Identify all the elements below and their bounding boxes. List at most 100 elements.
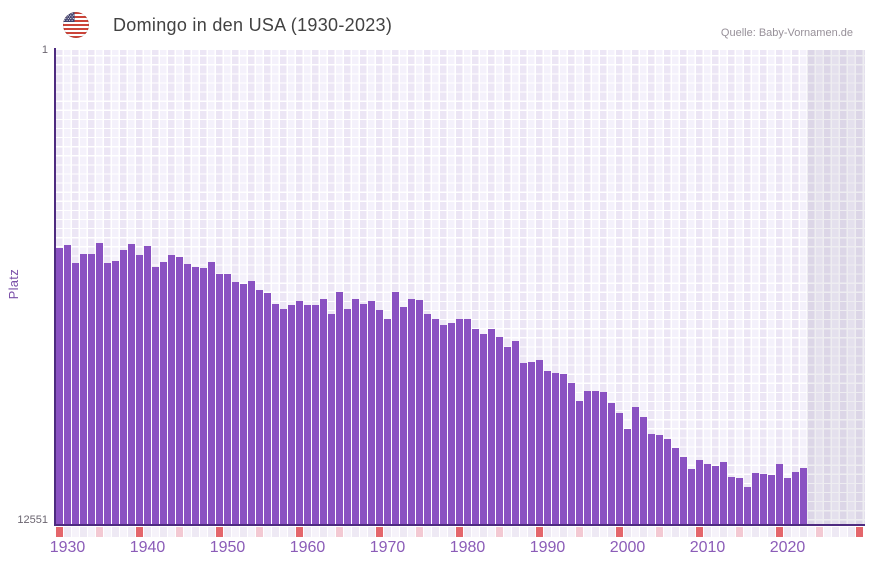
bar-1933[interactable] [80,254,87,524]
bar-1985[interactable] [496,336,503,524]
bar-1988[interactable] [520,362,527,524]
bar-1997[interactable] [592,390,599,524]
bar-2008[interactable] [680,456,687,524]
bar-2023[interactable] [800,467,807,524]
bar-2019[interactable] [768,474,775,524]
bar-1959[interactable] [288,304,295,524]
bar-1957[interactable] [272,303,279,524]
bar-2022[interactable] [792,471,799,524]
bar-1989[interactable] [528,361,535,524]
bar-1984[interactable] [488,328,495,524]
bar-2016[interactable] [744,486,751,524]
bar-1974[interactable] [408,298,415,524]
bar-1943[interactable] [160,262,167,524]
bar-1940[interactable] [136,255,143,524]
bar-1932[interactable] [72,263,79,524]
bar-2011[interactable] [704,463,711,524]
bar-2006[interactable] [664,438,671,524]
bar-1977[interactable] [432,318,439,524]
bar-1966[interactable] [344,308,351,524]
bar-1962[interactable] [312,304,319,524]
bar-2004[interactable] [648,433,655,524]
bar-1936[interactable] [104,263,111,524]
bar-1935[interactable] [96,243,103,524]
bar-2012[interactable] [712,465,719,524]
bar-1987[interactable] [512,340,519,524]
bar-1951[interactable] [224,274,231,524]
bar-1955[interactable] [256,289,263,524]
tick-cell-1991 [544,527,551,537]
bar-1992[interactable] [552,372,559,524]
bar-1960[interactable] [296,300,303,524]
bar-1958[interactable] [280,308,287,524]
bar-2013[interactable] [720,461,727,524]
tick-cell-2011 [704,527,711,537]
bar-1939[interactable] [128,244,135,524]
bar-1986[interactable] [504,346,511,524]
bar-1963[interactable] [320,298,327,524]
bar-2003[interactable] [640,416,647,524]
bar-1994[interactable] [568,382,575,524]
bar-2014[interactable] [728,476,735,524]
bar-1970[interactable] [376,309,383,524]
bar-1976[interactable] [424,313,431,524]
tick-cell-2028 [840,527,847,537]
bar-1969[interactable] [368,300,375,524]
bar-1978[interactable] [440,324,447,524]
bar-2020[interactable] [776,463,783,524]
bar-2007[interactable] [672,447,679,524]
bar-1947[interactable] [192,267,199,524]
bar-1950[interactable] [216,274,223,524]
tick-cell-1974 [408,527,415,537]
bar-2002[interactable] [632,406,639,524]
bar-2015[interactable] [736,477,743,524]
bar-1937[interactable] [112,261,119,524]
bar-2021[interactable] [784,477,791,524]
bar-1980[interactable] [456,318,463,524]
bar-2017[interactable] [752,472,759,524]
bar-1995[interactable] [576,400,583,524]
bar-1993[interactable] [560,373,567,524]
bar-1938[interactable] [120,250,127,524]
bar-1982[interactable] [472,328,479,524]
bar-1961[interactable] [304,304,311,524]
bar-1941[interactable] [144,246,151,524]
bar-1948[interactable] [200,268,207,524]
bar-1934[interactable] [88,254,95,524]
bar-1953[interactable] [240,284,247,524]
bar-2009[interactable] [688,468,695,524]
bar-2000[interactable] [616,412,623,524]
bar-2005[interactable] [656,434,663,524]
bar-1990[interactable] [536,359,543,524]
bar-1991[interactable] [544,370,551,524]
bar-1983[interactable] [480,333,487,524]
bar-1946[interactable] [184,264,191,524]
bar-1952[interactable] [232,282,239,524]
bar-1942[interactable] [152,267,159,524]
bar-1981[interactable] [464,318,471,524]
bar-1964[interactable] [328,313,335,524]
bar-1998[interactable] [600,391,607,524]
bar-1973[interactable] [400,306,407,524]
bar-1967[interactable] [352,298,359,524]
bar-1949[interactable] [208,262,215,524]
bar-1956[interactable] [264,292,271,524]
bar-2010[interactable] [696,459,703,524]
bar-1944[interactable] [168,255,175,524]
bar-1972[interactable] [392,291,399,524]
bar-1971[interactable] [384,318,391,524]
bar-2018[interactable] [760,473,767,524]
bar-1996[interactable] [584,390,591,524]
bar-1930[interactable] [56,248,63,524]
bar-2001[interactable] [624,428,631,524]
bar-1965[interactable] [336,291,343,524]
bar-1968[interactable] [360,303,367,524]
bar-1999[interactable] [608,402,615,524]
tick-cell-2014 [728,527,735,537]
bar-1945[interactable] [176,257,183,524]
bar-1975[interactable] [416,299,423,524]
major-tick-1960 [296,527,303,537]
bar-1979[interactable] [448,322,455,524]
bar-1954[interactable] [248,281,255,524]
bar-1931[interactable] [64,245,71,524]
